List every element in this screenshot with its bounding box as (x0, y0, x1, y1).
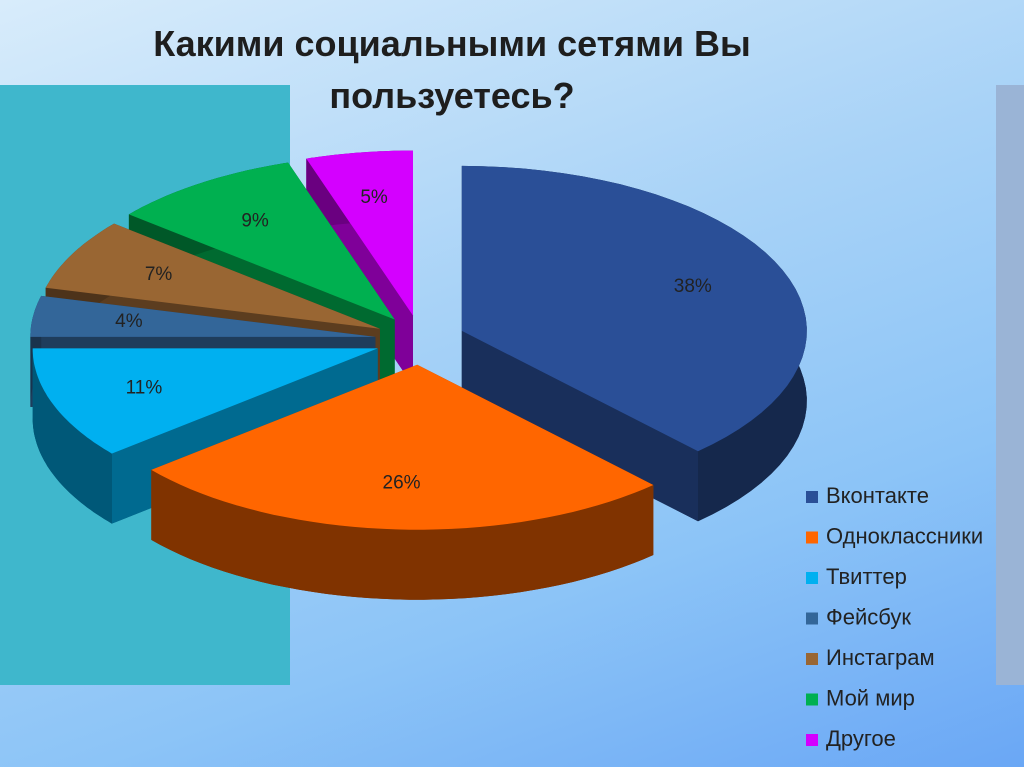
data-label: 11% (126, 378, 163, 399)
data-label: 5% (360, 187, 388, 208)
legend-swatch (806, 572, 818, 584)
data-label: 38% (674, 276, 712, 297)
legend-label: Фейсбук (826, 604, 911, 629)
pie-slice (461, 165, 807, 522)
legend-label: Инстаграм (826, 645, 935, 670)
legend-swatch (806, 734, 818, 746)
slice-top (128, 162, 395, 320)
chart-title: Какими социальными сетями Вы пользуетесь… (153, 23, 751, 116)
slice-top (306, 150, 413, 316)
data-label: 7% (145, 264, 173, 285)
slice-side (32, 348, 112, 524)
legend-label: Твиттер (826, 564, 907, 589)
slice-top (461, 165, 807, 452)
slice-top (30, 295, 376, 337)
legend-swatch (806, 653, 818, 665)
slice-wall (461, 330, 698, 522)
pie-slice (151, 364, 654, 600)
legend-swatch (806, 693, 818, 706)
data-label: 26% (383, 472, 421, 493)
legend-swatch (806, 531, 818, 544)
panel (996, 85, 1024, 685)
legend-label: Мой мир (826, 685, 915, 710)
data-label: 4% (115, 311, 143, 332)
slice-side (151, 469, 654, 600)
legend-label: Одноклассники (826, 523, 983, 548)
legend-label: Другое (826, 726, 896, 751)
legend-swatch (806, 491, 818, 503)
slice-top (151, 364, 654, 530)
slice-top (32, 348, 378, 454)
legend-swatch (806, 612, 818, 625)
legend-label: Вконтакте (826, 483, 929, 508)
data-label: 9% (241, 210, 269, 231)
slice-top (45, 223, 380, 329)
